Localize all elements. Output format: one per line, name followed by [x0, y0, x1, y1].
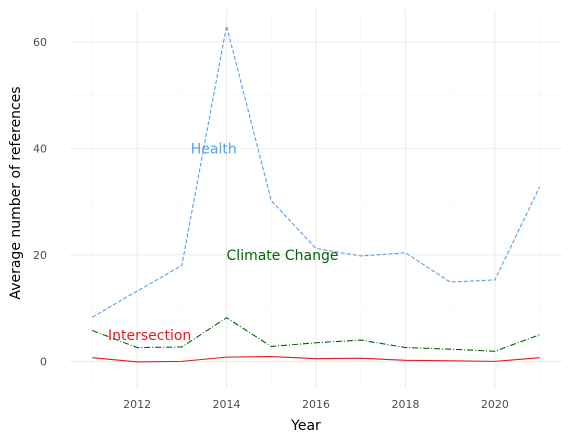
- series-labels: Health Climate Change Intersection: [108, 141, 338, 343]
- y-tick-label: 60: [33, 36, 47, 49]
- series-label-health: Health: [191, 141, 237, 157]
- series-label-climate-change: Climate Change: [227, 248, 339, 264]
- series-line-climate-change: [92, 317, 540, 352]
- series-label-intersection: Intersection: [108, 328, 191, 344]
- x-axis-ticks: 2012 2014 2016 2018 2020: [123, 398, 509, 411]
- series-lines: [92, 25, 541, 363]
- y-tick-label: 20: [33, 249, 47, 262]
- x-tick-label: 2018: [391, 398, 419, 411]
- y-axis-title: Average number of references: [8, 86, 24, 299]
- x-tick-label: 2012: [123, 398, 151, 411]
- x-axis-title: Year: [290, 418, 321, 434]
- series-line-intersection: [92, 356, 540, 363]
- y-tick-label: 0: [40, 355, 47, 368]
- y-axis-ticks: 0 20 40 60: [33, 36, 47, 368]
- major-gridlines: [70, 10, 562, 388]
- x-tick-label: 2014: [213, 398, 241, 411]
- x-tick-label: 2020: [481, 398, 509, 411]
- y-tick-label: 40: [33, 142, 47, 155]
- series-line-health: [92, 25, 541, 318]
- x-tick-label: 2016: [302, 398, 330, 411]
